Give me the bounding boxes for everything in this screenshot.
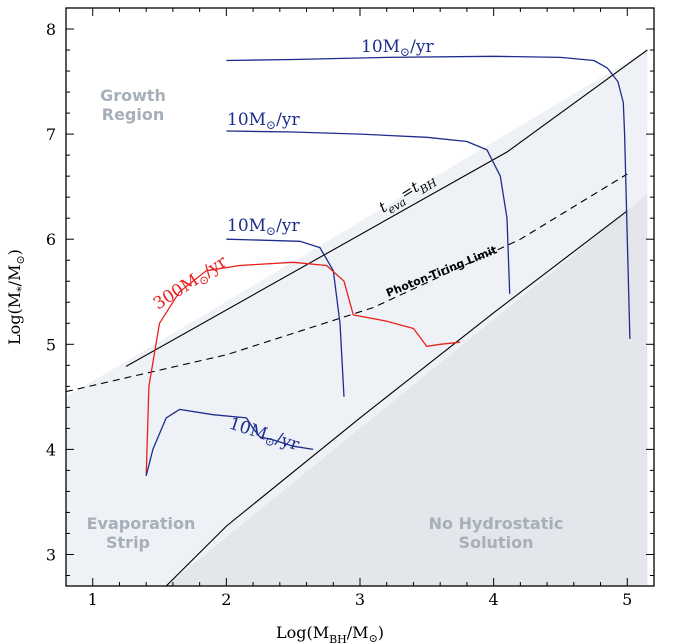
series-line-2 [226,130,511,294]
x-tick-label: 2 [221,590,231,609]
series-lines [145,55,631,476]
y-tick-label: 5 [46,335,56,354]
y-tick-label: 8 [46,20,56,39]
evaporation-strip-label-2: Strip [106,533,150,552]
y-tick-label: 7 [46,125,56,144]
y-tick-label: 6 [46,230,56,249]
x-axis-title: Log(MBH/M⊙) [276,623,384,644]
y-tick-label: 4 [46,440,56,459]
no-hydrostatic-solution-area [166,194,648,586]
growth-region-label: Growth [100,86,166,105]
series-line-3 [226,238,345,397]
x-tick-label: 3 [355,590,365,609]
x-tick-label: 5 [622,590,632,609]
rate-label-second: 10M⊙/yr [227,110,300,132]
rate-label-third: 10M⊙/yr [227,216,300,238]
y-axis-title: Log(M*/M⊙) [5,249,28,345]
reference-line-3 [165,210,628,586]
growth-region-area [66,8,648,397]
evaporation-strip-label: Evaporation [87,514,196,533]
axis-ticks: 1 2 3 4 5 3 4 5 6 7 8 [46,7,654,609]
growth-region-label-2: Region [102,105,165,124]
x-tick-label: 4 [489,590,499,609]
series-line-4 [145,261,461,476]
no-hydrostatic-label: No Hydrostatic [429,514,564,533]
no-hydrostatic-label-2: Solution [459,533,534,552]
y-tick-label: 3 [46,545,56,564]
x-tick-label: 1 [88,590,98,609]
series-line-1 [226,55,631,340]
reference-line-2 [66,173,628,393]
reference-lines [66,49,648,586]
series-line-5 [145,408,314,476]
reference-line-1 [125,49,648,367]
rate-label-top: 10M⊙/yr [361,37,434,59]
